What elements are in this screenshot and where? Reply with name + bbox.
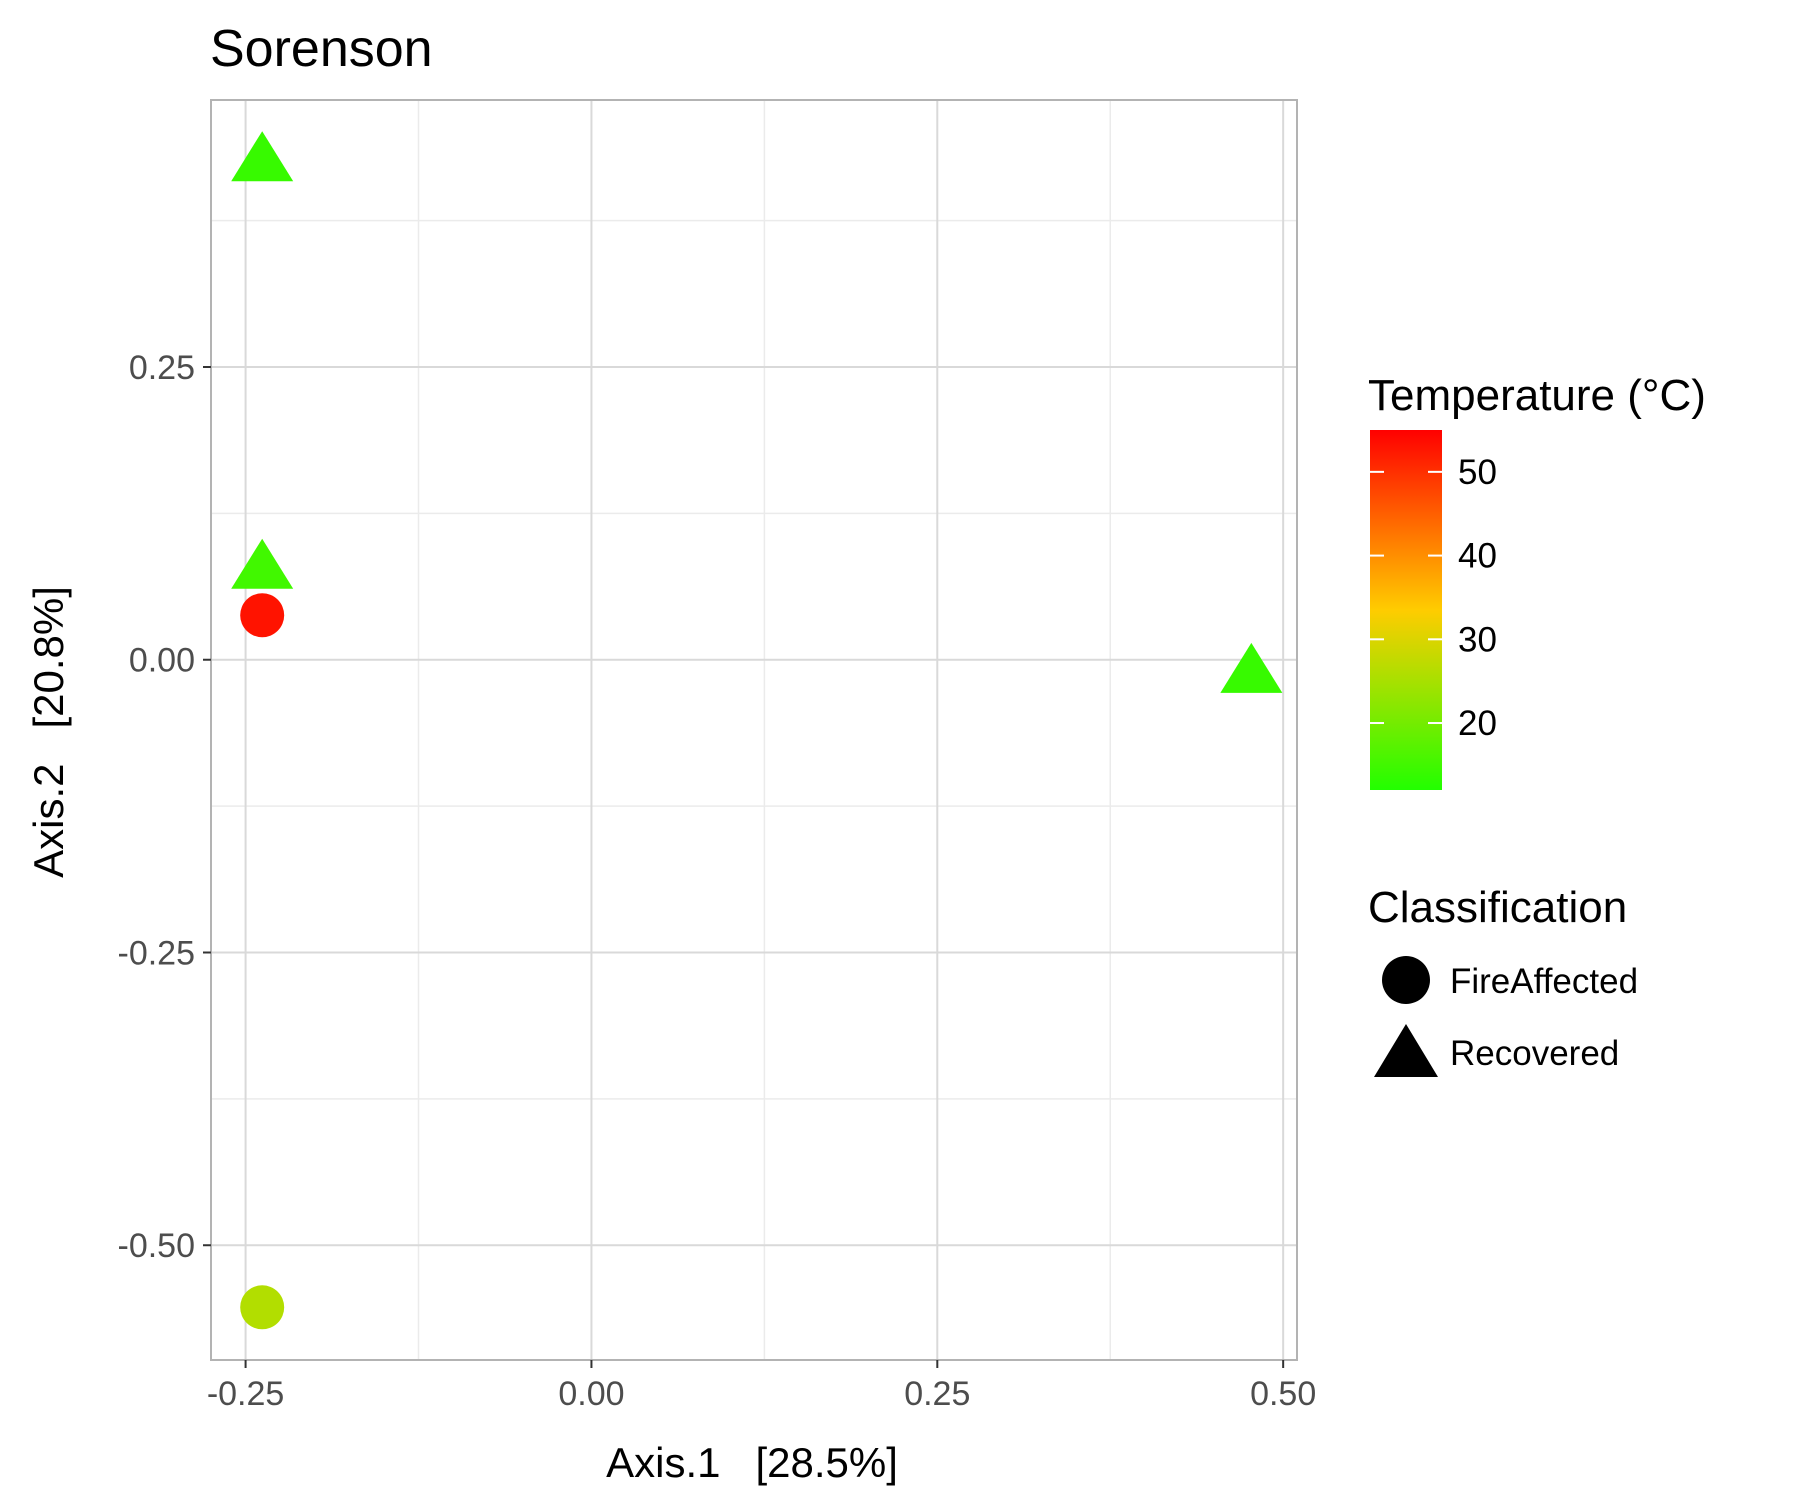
y-tick-label: -0.50	[118, 1227, 196, 1265]
panel-border	[210, 99, 1298, 1361]
color-legend-title: Temperature (°C)	[1368, 371, 1706, 420]
chart-title: Sorenson	[210, 20, 433, 78]
point-fireaffected	[240, 593, 285, 638]
shape-legend-title: Classification	[1368, 883, 1627, 932]
grid-major	[211, 100, 1297, 1360]
y-axis-title: Axis.2 [20.8%]	[25, 586, 72, 878]
x-axis-ticks: -0.25 0.00 0.25 0.50	[207, 1360, 1316, 1413]
shape-legend-items: FireAffected Recovered	[1374, 956, 1638, 1077]
y-tick-label: 0.00	[129, 642, 195, 680]
x-tick-label: -0.25	[207, 1375, 285, 1413]
x-tick-label: 0.25	[904, 1375, 970, 1413]
x-tick-label: 0.00	[558, 1375, 624, 1413]
point-recovered	[231, 131, 294, 182]
colorbar-ticks: 20 30 40 50	[1370, 453, 1497, 743]
y-axis-ticks: -0.50 -0.25 0.00 0.25	[118, 349, 211, 1265]
shape-legend: Classification FireAffected Recovered	[1368, 883, 1638, 1077]
point-recovered	[1220, 642, 1283, 693]
x-tick-label: 0.50	[1250, 1375, 1316, 1413]
point-recovered	[231, 538, 294, 589]
x-axis-title: Axis.1 [28.5%]	[606, 1439, 898, 1486]
y-tick-label: -0.25	[118, 934, 196, 972]
colorbar-tick-label: 40	[1458, 537, 1497, 576]
point-fireaffected	[240, 1285, 285, 1330]
shape-legend-label: FireAffected	[1450, 962, 1638, 1001]
legend-key-triangle	[1374, 1024, 1438, 1077]
colorbar-tick-label: 30	[1458, 620, 1497, 659]
colorbar-tick-label: 50	[1458, 453, 1497, 492]
legend-key-circle	[1382, 956, 1430, 1004]
colorbar	[1370, 430, 1442, 790]
grid-minor	[211, 100, 1297, 1360]
points-layer	[231, 131, 1283, 1330]
y-tick-label: 0.25	[129, 349, 195, 387]
colorbar-tick-label: 20	[1458, 704, 1497, 743]
shape-legend-label: Recovered	[1450, 1034, 1619, 1073]
color-legend: Temperature (°C) 20 30 40 50	[1368, 371, 1706, 790]
